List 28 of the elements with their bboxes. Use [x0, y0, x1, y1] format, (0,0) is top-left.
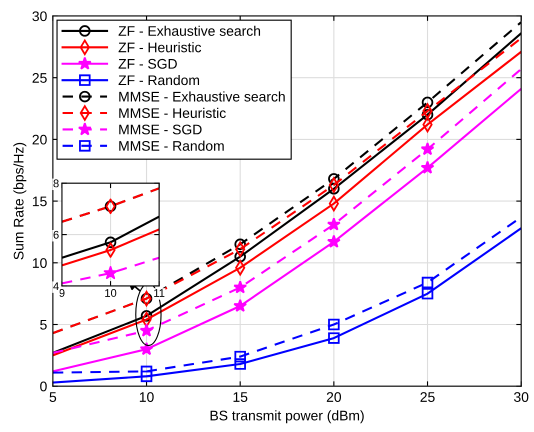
y-tick-label: 5: [40, 320, 47, 330]
x-tick-label: 10: [140, 392, 154, 402]
y-tick-label: 0: [40, 382, 47, 392]
y-tick-label: 30: [32, 11, 47, 22]
legend-label: MMSE - Heuristic: [119, 108, 226, 118]
x-tick-label: 9: [59, 289, 65, 297]
x-tick-label: 30: [514, 392, 528, 402]
legend-label: MMSE - Exhaustive search: [119, 91, 285, 102]
x-tick-label: 20: [326, 392, 342, 402]
y-tick-label: 20: [32, 134, 47, 145]
y-tick-label: 8: [53, 179, 59, 188]
legend-label: ZF - Random: [118, 74, 200, 86]
legend-label: ZF - Exhaustive search: [118, 26, 260, 36]
y-axis-title: Sum Rate (bps/Hz): [13, 142, 26, 260]
y-tick-label: 25: [32, 73, 47, 83]
x-tick-label: 11: [154, 289, 164, 297]
x-axis-title: BS transmit power (dBm): [210, 410, 364, 424]
x-tick-label: 10: [105, 289, 116, 297]
legend-label: MMSE - Random: [119, 140, 224, 151]
y-tick-label: 10: [32, 258, 47, 268]
x-tick-label: 25: [420, 392, 435, 402]
x-tick-label: 15: [234, 392, 248, 402]
y-tick-label: 4: [53, 282, 59, 290]
y-tick-label: 6: [54, 230, 59, 239]
legend-label: MMSE - SGD: [119, 124, 202, 134]
y-tick-label: 15: [32, 196, 47, 206]
legend-label: ZF - SGD: [118, 58, 177, 69]
legend-label: ZF - Heuristic: [118, 42, 202, 52]
